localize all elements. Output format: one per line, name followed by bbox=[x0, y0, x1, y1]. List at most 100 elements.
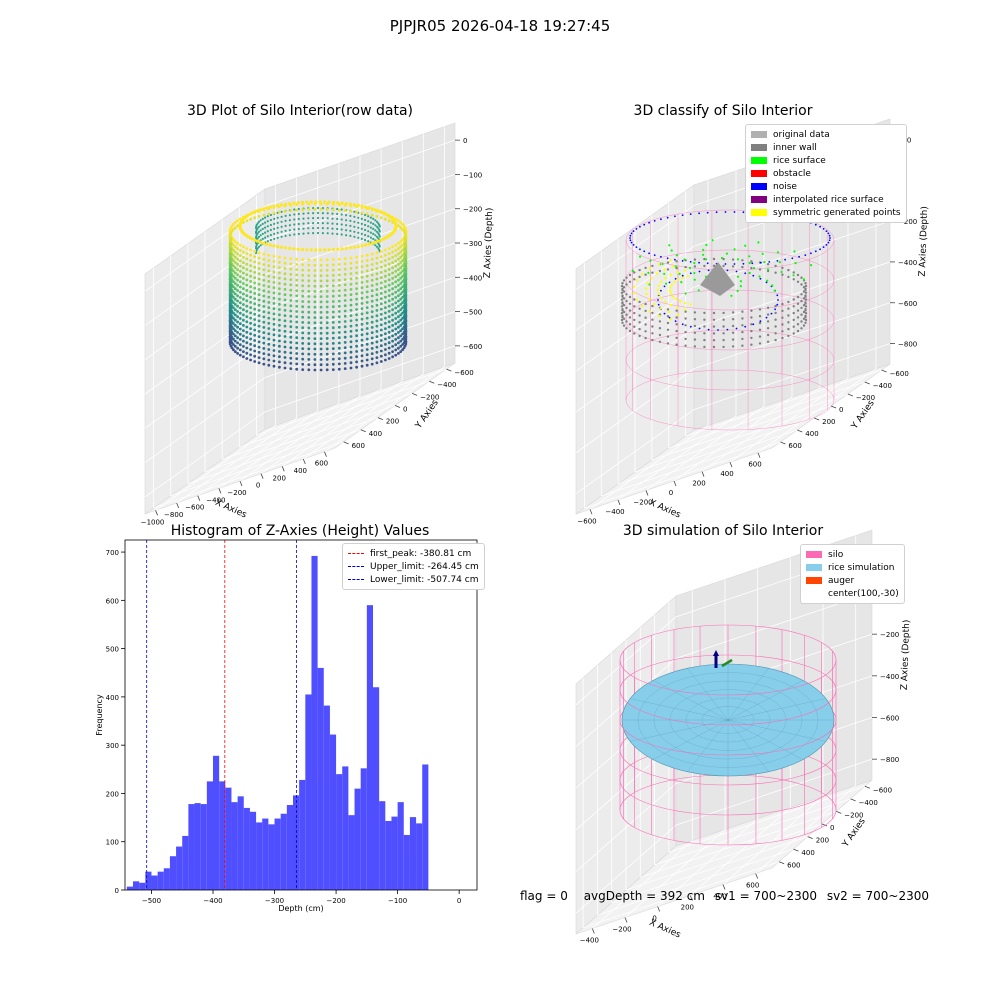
raw-point bbox=[295, 257, 299, 261]
raw-tick-label-x: −800 bbox=[164, 511, 183, 519]
raw-point bbox=[325, 279, 329, 283]
cls-wall-point bbox=[625, 320, 628, 323]
raw-point bbox=[367, 220, 370, 223]
legend-item: rice surface bbox=[751, 154, 901, 167]
cls-noise-point bbox=[724, 263, 727, 265]
cls-wall-point bbox=[703, 311, 706, 315]
raw-point bbox=[360, 333, 364, 337]
cls-wall-point bbox=[712, 318, 716, 321]
raw-point bbox=[295, 336, 299, 340]
raw-point bbox=[391, 255, 394, 259]
raw-tick-y bbox=[343, 441, 349, 445]
raw-point bbox=[293, 213, 296, 216]
raw-point bbox=[307, 295, 311, 298]
raw-point bbox=[349, 267, 353, 270]
cls-wall-point bbox=[787, 268, 790, 272]
raw-point bbox=[283, 361, 287, 365]
hist-bar bbox=[274, 818, 281, 890]
raw-point bbox=[236, 283, 240, 287]
raw-point bbox=[253, 354, 257, 358]
raw-rim-point bbox=[268, 243, 272, 247]
raw-point bbox=[375, 361, 379, 365]
raw-point bbox=[391, 324, 394, 327]
raw-point bbox=[289, 356, 293, 360]
raw-point bbox=[288, 229, 291, 232]
cls-wall-point bbox=[712, 345, 716, 349]
raw-point bbox=[337, 294, 341, 298]
raw-point bbox=[253, 297, 257, 300]
cls-tick-x bbox=[589, 509, 593, 515]
raw-rim-point bbox=[309, 248, 313, 252]
cls-rice-point bbox=[748, 255, 751, 258]
cls-wall-point bbox=[796, 295, 800, 299]
hist-bar bbox=[157, 871, 164, 890]
raw-point bbox=[397, 242, 400, 245]
raw-point bbox=[404, 338, 408, 342]
cls-symmetric-point bbox=[669, 286, 672, 289]
raw-point bbox=[264, 236, 267, 239]
raw-point bbox=[319, 358, 323, 361]
raw-point bbox=[283, 350, 287, 354]
cls-rice-point bbox=[739, 285, 742, 288]
cls-rice-point bbox=[678, 272, 681, 275]
cls-noise-point bbox=[776, 260, 779, 262]
sim-tick-x bbox=[755, 873, 759, 879]
raw-point bbox=[245, 330, 249, 334]
raw-point bbox=[267, 348, 271, 351]
raw-point bbox=[295, 284, 299, 287]
raw-point bbox=[267, 316, 271, 320]
cls-wall-point bbox=[800, 306, 803, 310]
cls-wall-point bbox=[628, 273, 632, 277]
cls-wall-point bbox=[750, 316, 753, 319]
raw-point bbox=[256, 222, 259, 225]
raw-tick-label-z: −300 bbox=[463, 240, 482, 248]
raw-point bbox=[242, 250, 245, 254]
raw-point bbox=[316, 206, 320, 210]
sim-tick-label-z: −200 bbox=[880, 631, 899, 639]
simulation-legend: silo rice simulation auger center(100,-3… bbox=[800, 544, 905, 604]
raw-point bbox=[249, 337, 253, 341]
cls-wall-point bbox=[675, 336, 678, 340]
raw-point bbox=[278, 334, 281, 338]
raw-rim-point bbox=[327, 200, 331, 204]
cls-wall-point bbox=[638, 307, 641, 310]
raw-point bbox=[349, 335, 353, 338]
cls-noise-point bbox=[660, 255, 662, 258]
raw-point bbox=[379, 216, 383, 220]
raw-point bbox=[372, 227, 375, 230]
cls-noise-point bbox=[724, 211, 727, 213]
raw-point bbox=[375, 314, 379, 318]
raw-point bbox=[337, 346, 341, 350]
raw-point bbox=[249, 285, 253, 289]
cls-noise-point bbox=[663, 285, 666, 288]
chart-raw-title: 3D Plot of Silo Interior(row data) bbox=[186, 103, 414, 119]
raw-point bbox=[233, 240, 237, 244]
raw-point bbox=[238, 317, 242, 320]
raw-point bbox=[319, 347, 323, 351]
cls-rice-point bbox=[763, 261, 766, 264]
raw-point bbox=[365, 295, 369, 299]
cls-noise-point bbox=[660, 289, 662, 292]
cls-noise-point bbox=[681, 274, 684, 277]
raw-point bbox=[267, 358, 271, 362]
cls-tick-y bbox=[780, 441, 786, 445]
raw-point bbox=[387, 357, 391, 360]
cls-wall-point bbox=[651, 318, 654, 321]
cls-wall-point bbox=[792, 325, 795, 328]
raw-point bbox=[229, 273, 233, 277]
legend-swatch bbox=[806, 551, 822, 558]
cls-tick-x bbox=[645, 490, 649, 496]
cls-wall-point bbox=[722, 257, 725, 261]
raw-tick-x bbox=[324, 451, 327, 457]
raw-point bbox=[379, 271, 383, 274]
hist-bar bbox=[379, 801, 386, 890]
raw-point bbox=[360, 317, 364, 321]
raw-point bbox=[307, 347, 311, 351]
hist-tick-label-x: −100 bbox=[388, 897, 407, 905]
raw-point bbox=[397, 252, 400, 256]
raw-point bbox=[301, 352, 305, 356]
raw-point bbox=[267, 301, 271, 304]
raw-y-axis-label: Y Axies bbox=[413, 398, 441, 431]
cls-wall-point bbox=[766, 327, 770, 330]
sim-rice-mesh-line bbox=[727, 668, 769, 721]
